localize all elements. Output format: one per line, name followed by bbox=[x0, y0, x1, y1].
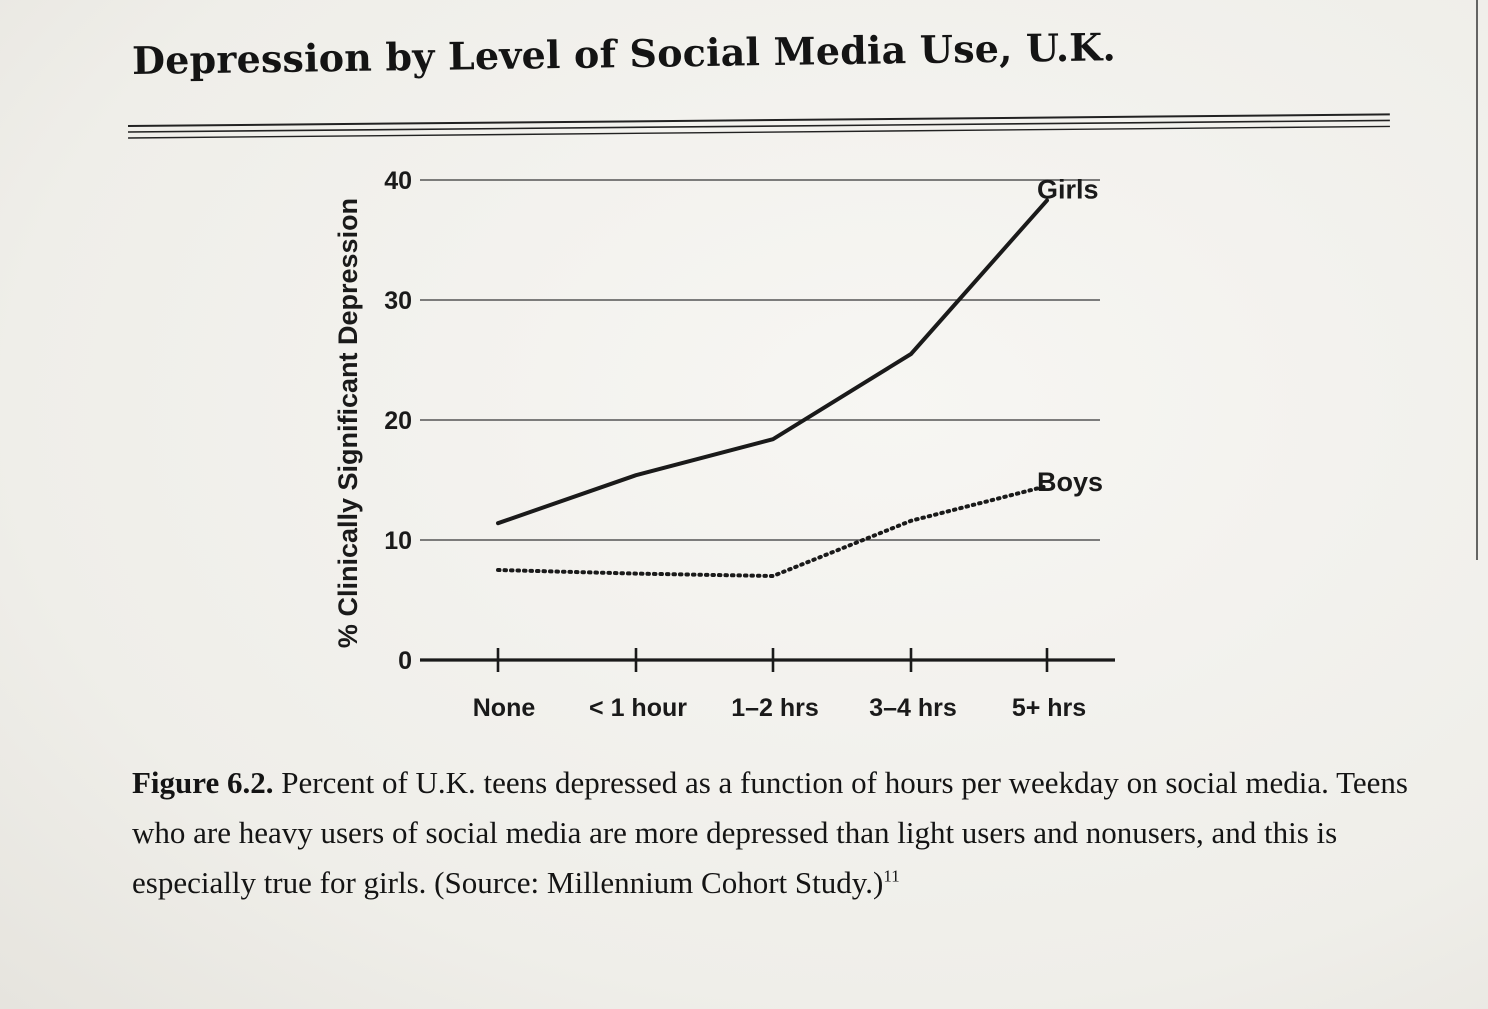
y-tick-label: 40 bbox=[384, 167, 412, 195]
y-tick-label: 20 bbox=[384, 407, 412, 435]
footnote-marker: 11 bbox=[883, 866, 900, 886]
x-tick-label: < 1 hour bbox=[589, 694, 687, 722]
y-tick-label: 0 bbox=[398, 647, 412, 675]
series-line-boys bbox=[496, 484, 1049, 578]
x-tick-label: 1–2 hrs bbox=[731, 694, 819, 722]
figure-label: Figure 6.2. bbox=[132, 765, 274, 800]
series-line-girls bbox=[496, 198, 1049, 526]
gridlines bbox=[420, 179, 1100, 541]
y-tick-labels: 0 10 20 30 40 bbox=[384, 167, 412, 675]
caption-text: Percent of U.K. teens depressed as a fun… bbox=[132, 765, 1408, 900]
y-axis-label: % Clinically Significant Depression bbox=[333, 198, 363, 648]
y-tick-label: 30 bbox=[384, 287, 412, 315]
x-tick-labels: None < 1 hour 1–2 hrs 3–4 hrs 5+ hrs bbox=[473, 694, 1086, 722]
x-tick-label: 5+ hrs bbox=[1012, 694, 1086, 722]
series-lines bbox=[496, 198, 1049, 578]
x-tick-label: None bbox=[473, 694, 536, 722]
series-labels: Girls Boys bbox=[1037, 174, 1103, 497]
page-edge-rule bbox=[1476, 0, 1478, 560]
series-label-boys: Boys bbox=[1037, 467, 1103, 497]
figure-caption: Figure 6.2. Percent of U.K. teens depres… bbox=[132, 758, 1442, 908]
title-underline bbox=[127, 113, 1390, 139]
y-tick-label: 10 bbox=[384, 527, 412, 555]
x-tick-label: 3–4 hrs bbox=[869, 694, 957, 722]
x-axis bbox=[420, 648, 1115, 672]
series-label-girls: Girls bbox=[1037, 174, 1099, 204]
